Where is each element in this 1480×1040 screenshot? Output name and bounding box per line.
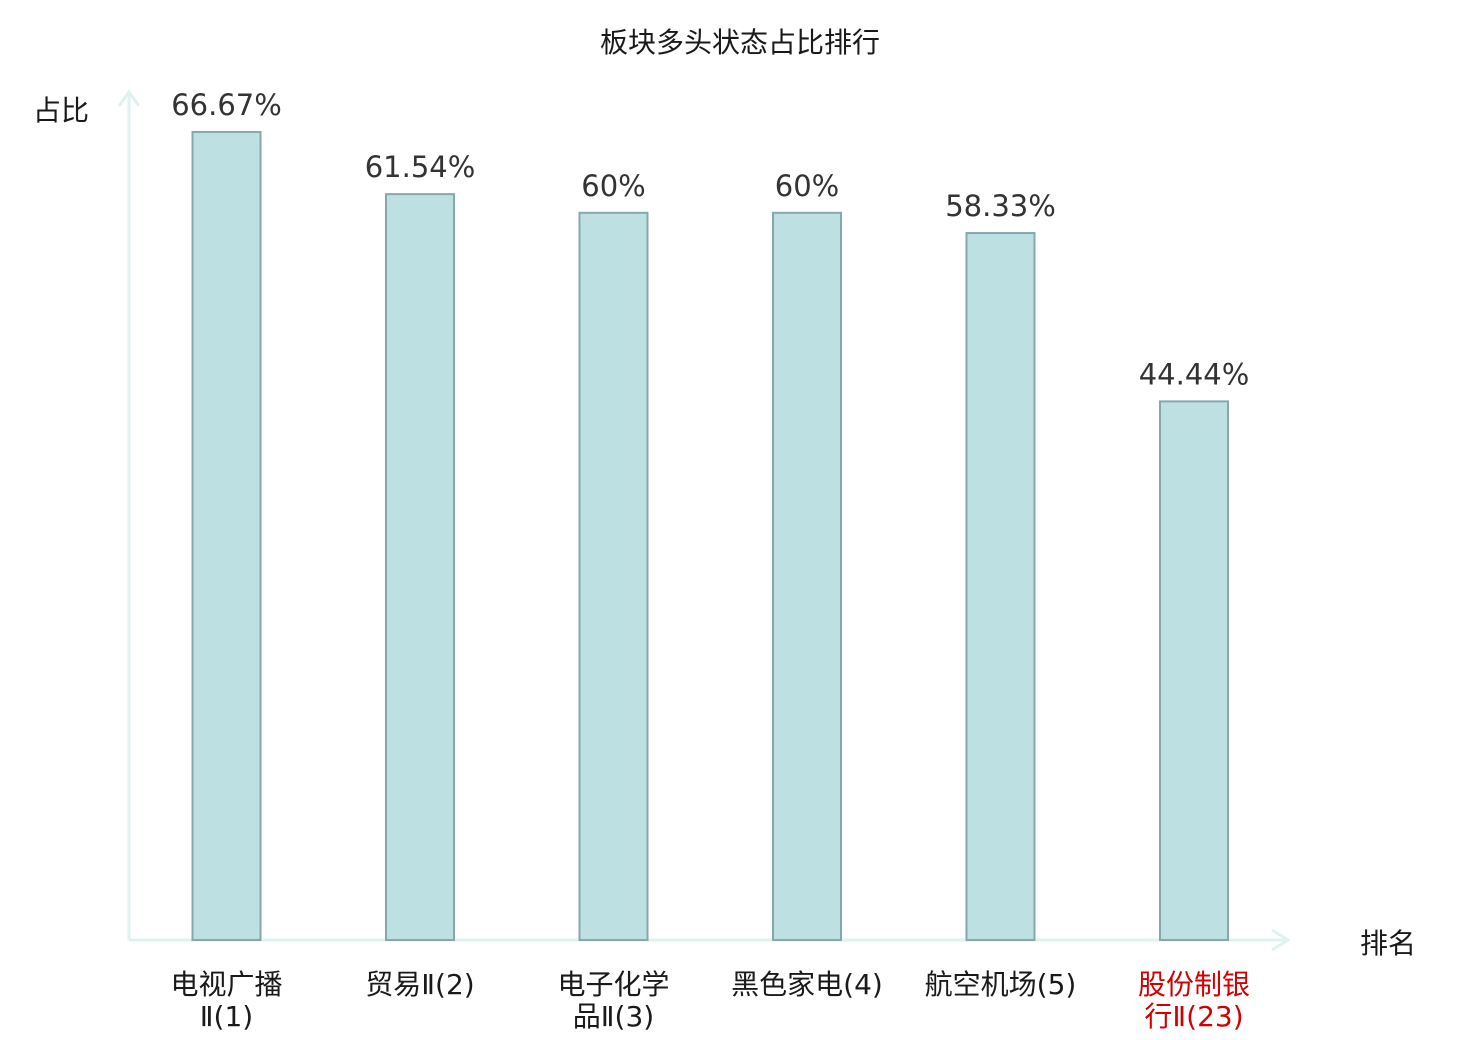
chart-title: 板块多头状态占比排行 xyxy=(600,26,880,59)
bar-6 xyxy=(1159,400,1229,941)
category-label-line: Ⅱ(1) xyxy=(200,1000,253,1033)
x-axis-label: 排名 xyxy=(1360,927,1416,960)
category-label-2: 贸易Ⅱ(2) xyxy=(365,968,474,1001)
bar-4 xyxy=(772,211,842,942)
category-label-line: 黑色家电(4) xyxy=(731,968,883,1001)
category-label-5: 航空机场(5) xyxy=(925,968,1077,1001)
category-label-line: 电视广播 xyxy=(170,968,282,1001)
category-label-line: 航空机场(5) xyxy=(925,968,1077,1001)
value-labels-group: 66.67% 61.54% 60% 60% 58.33% 44.44% xyxy=(171,88,1249,391)
value-label-6: 44.44% xyxy=(1139,357,1250,391)
category-label-4: 黑色家电(4) xyxy=(731,968,883,1001)
y-axis-label: 占比 xyxy=(33,94,89,127)
category-labels-group: 电视广播 Ⅱ(1) 贸易Ⅱ(2) 电子化学品Ⅱ(3) 黑色家电(4) 航空机场(5) 股份制… xyxy=(170,968,1250,1033)
bar-5 xyxy=(965,232,1036,941)
bar-1 xyxy=(191,130,262,941)
bar-2 xyxy=(385,193,455,941)
category-label-line: 贸易Ⅱ(2) xyxy=(365,968,474,1001)
category-label-line: 品Ⅱ(3) xyxy=(573,1000,654,1033)
category-label-1: 电视广播 Ⅱ(1) xyxy=(170,968,282,1033)
value-label-1: 66.67% xyxy=(171,88,282,122)
value-label-5: 58.33% xyxy=(945,189,1056,223)
value-label-4: 60% xyxy=(775,169,839,203)
y-axis-arrow xyxy=(117,89,141,107)
bars-group xyxy=(191,130,1229,942)
value-label-2: 61.54% xyxy=(365,150,476,184)
category-label-6: 股份制银行Ⅱ(23) xyxy=(1138,968,1250,1033)
category-label-line: 行Ⅱ(23) xyxy=(1144,1000,1243,1033)
x-axis-arrow xyxy=(1271,928,1291,952)
category-label-3: 电子化学品Ⅱ(3) xyxy=(557,968,669,1033)
category-label-line: 股份制银 xyxy=(1138,968,1250,1001)
value-label-3: 60% xyxy=(581,169,645,203)
category-label-line: 电子化学 xyxy=(557,968,669,1001)
bar-3 xyxy=(578,211,649,942)
